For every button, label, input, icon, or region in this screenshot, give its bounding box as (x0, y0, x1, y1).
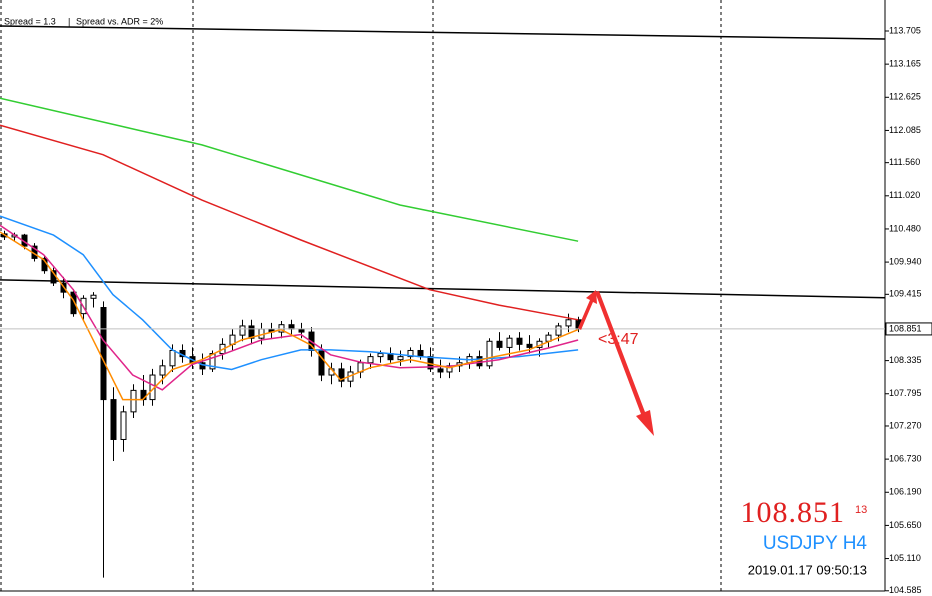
y-tick-label: 107.795 (889, 388, 922, 398)
candle-body (516, 337, 523, 345)
candle-body (298, 328, 305, 333)
symbol: USDJPY H4 (763, 533, 868, 554)
candle-body (130, 389, 137, 413)
y-tick-label: 106.190 (889, 487, 922, 497)
candle-body (318, 349, 325, 376)
candle-body (278, 324, 285, 333)
candle-body (90, 294, 97, 299)
y-tick-label: 105.650 (889, 520, 922, 530)
candle-body (100, 307, 107, 401)
candle-body (120, 411, 127, 440)
indicator-line (0, 124, 579, 321)
candle-body (496, 340, 503, 348)
y-tick-label: 113.705 (889, 25, 921, 35)
y-tick-label: 110.480 (889, 223, 921, 233)
price-label-box (885, 322, 932, 336)
y-tick-label: 109.415 (889, 289, 922, 299)
y-tick-label: 104.585 (889, 585, 922, 595)
header-text: Spread vs. ADR = 2% (76, 16, 163, 26)
candle-body (110, 399, 117, 440)
arrow-up (578, 290, 597, 330)
indicator-line (0, 97, 579, 242)
candle-body (338, 368, 345, 382)
candle-body (248, 325, 255, 339)
candle-body (159, 365, 166, 376)
candle-body (407, 349, 414, 358)
bid-price: 108.851 (741, 496, 846, 529)
candle-body (565, 319, 572, 327)
y-tick-label: 109.940 (889, 256, 922, 266)
y-tick-label: 112.625 (889, 92, 921, 102)
header-text: Spread = 1.3 (4, 16, 56, 26)
candle-body (417, 349, 424, 358)
candle-body (486, 340, 493, 367)
candle-body (169, 349, 176, 367)
candle-body (367, 356, 374, 364)
candle-body (506, 337, 513, 348)
candle-body (239, 325, 246, 336)
candle-body (70, 291, 77, 315)
candle-body (437, 368, 444, 373)
candle-body (288, 324, 295, 330)
arrows (578, 290, 654, 436)
indicator-line (0, 25, 886, 40)
candle-body (377, 353, 384, 358)
indicator-line (0, 231, 579, 401)
y-tick-label: 108.335 (889, 355, 922, 365)
candle-body (526, 343, 533, 348)
price-label: 108.851 (889, 323, 922, 333)
y-tick-label: 111.560 (889, 157, 920, 167)
indicator-line (0, 279, 886, 299)
y-tick-label: 105.110 (889, 553, 921, 563)
y-tick-label: 106.730 (889, 453, 922, 463)
indicator-line (0, 215, 579, 371)
timestamp: 2019.01.17 09:50:13 (748, 562, 867, 577)
arrow-down (595, 291, 654, 436)
y-tick-label: 107.270 (889, 420, 922, 430)
candle-body (555, 325, 562, 336)
spread-points: 13 (855, 504, 867, 516)
header-separator: | (68, 16, 70, 26)
y-tick-label: 113.165 (889, 59, 921, 69)
countdown: <3:47 (598, 331, 639, 348)
candle-body (209, 353, 216, 370)
y-tick-label: 112.085 (889, 125, 921, 135)
y-tick-label: 111.020 (889, 190, 920, 200)
candle-body (397, 356, 404, 361)
